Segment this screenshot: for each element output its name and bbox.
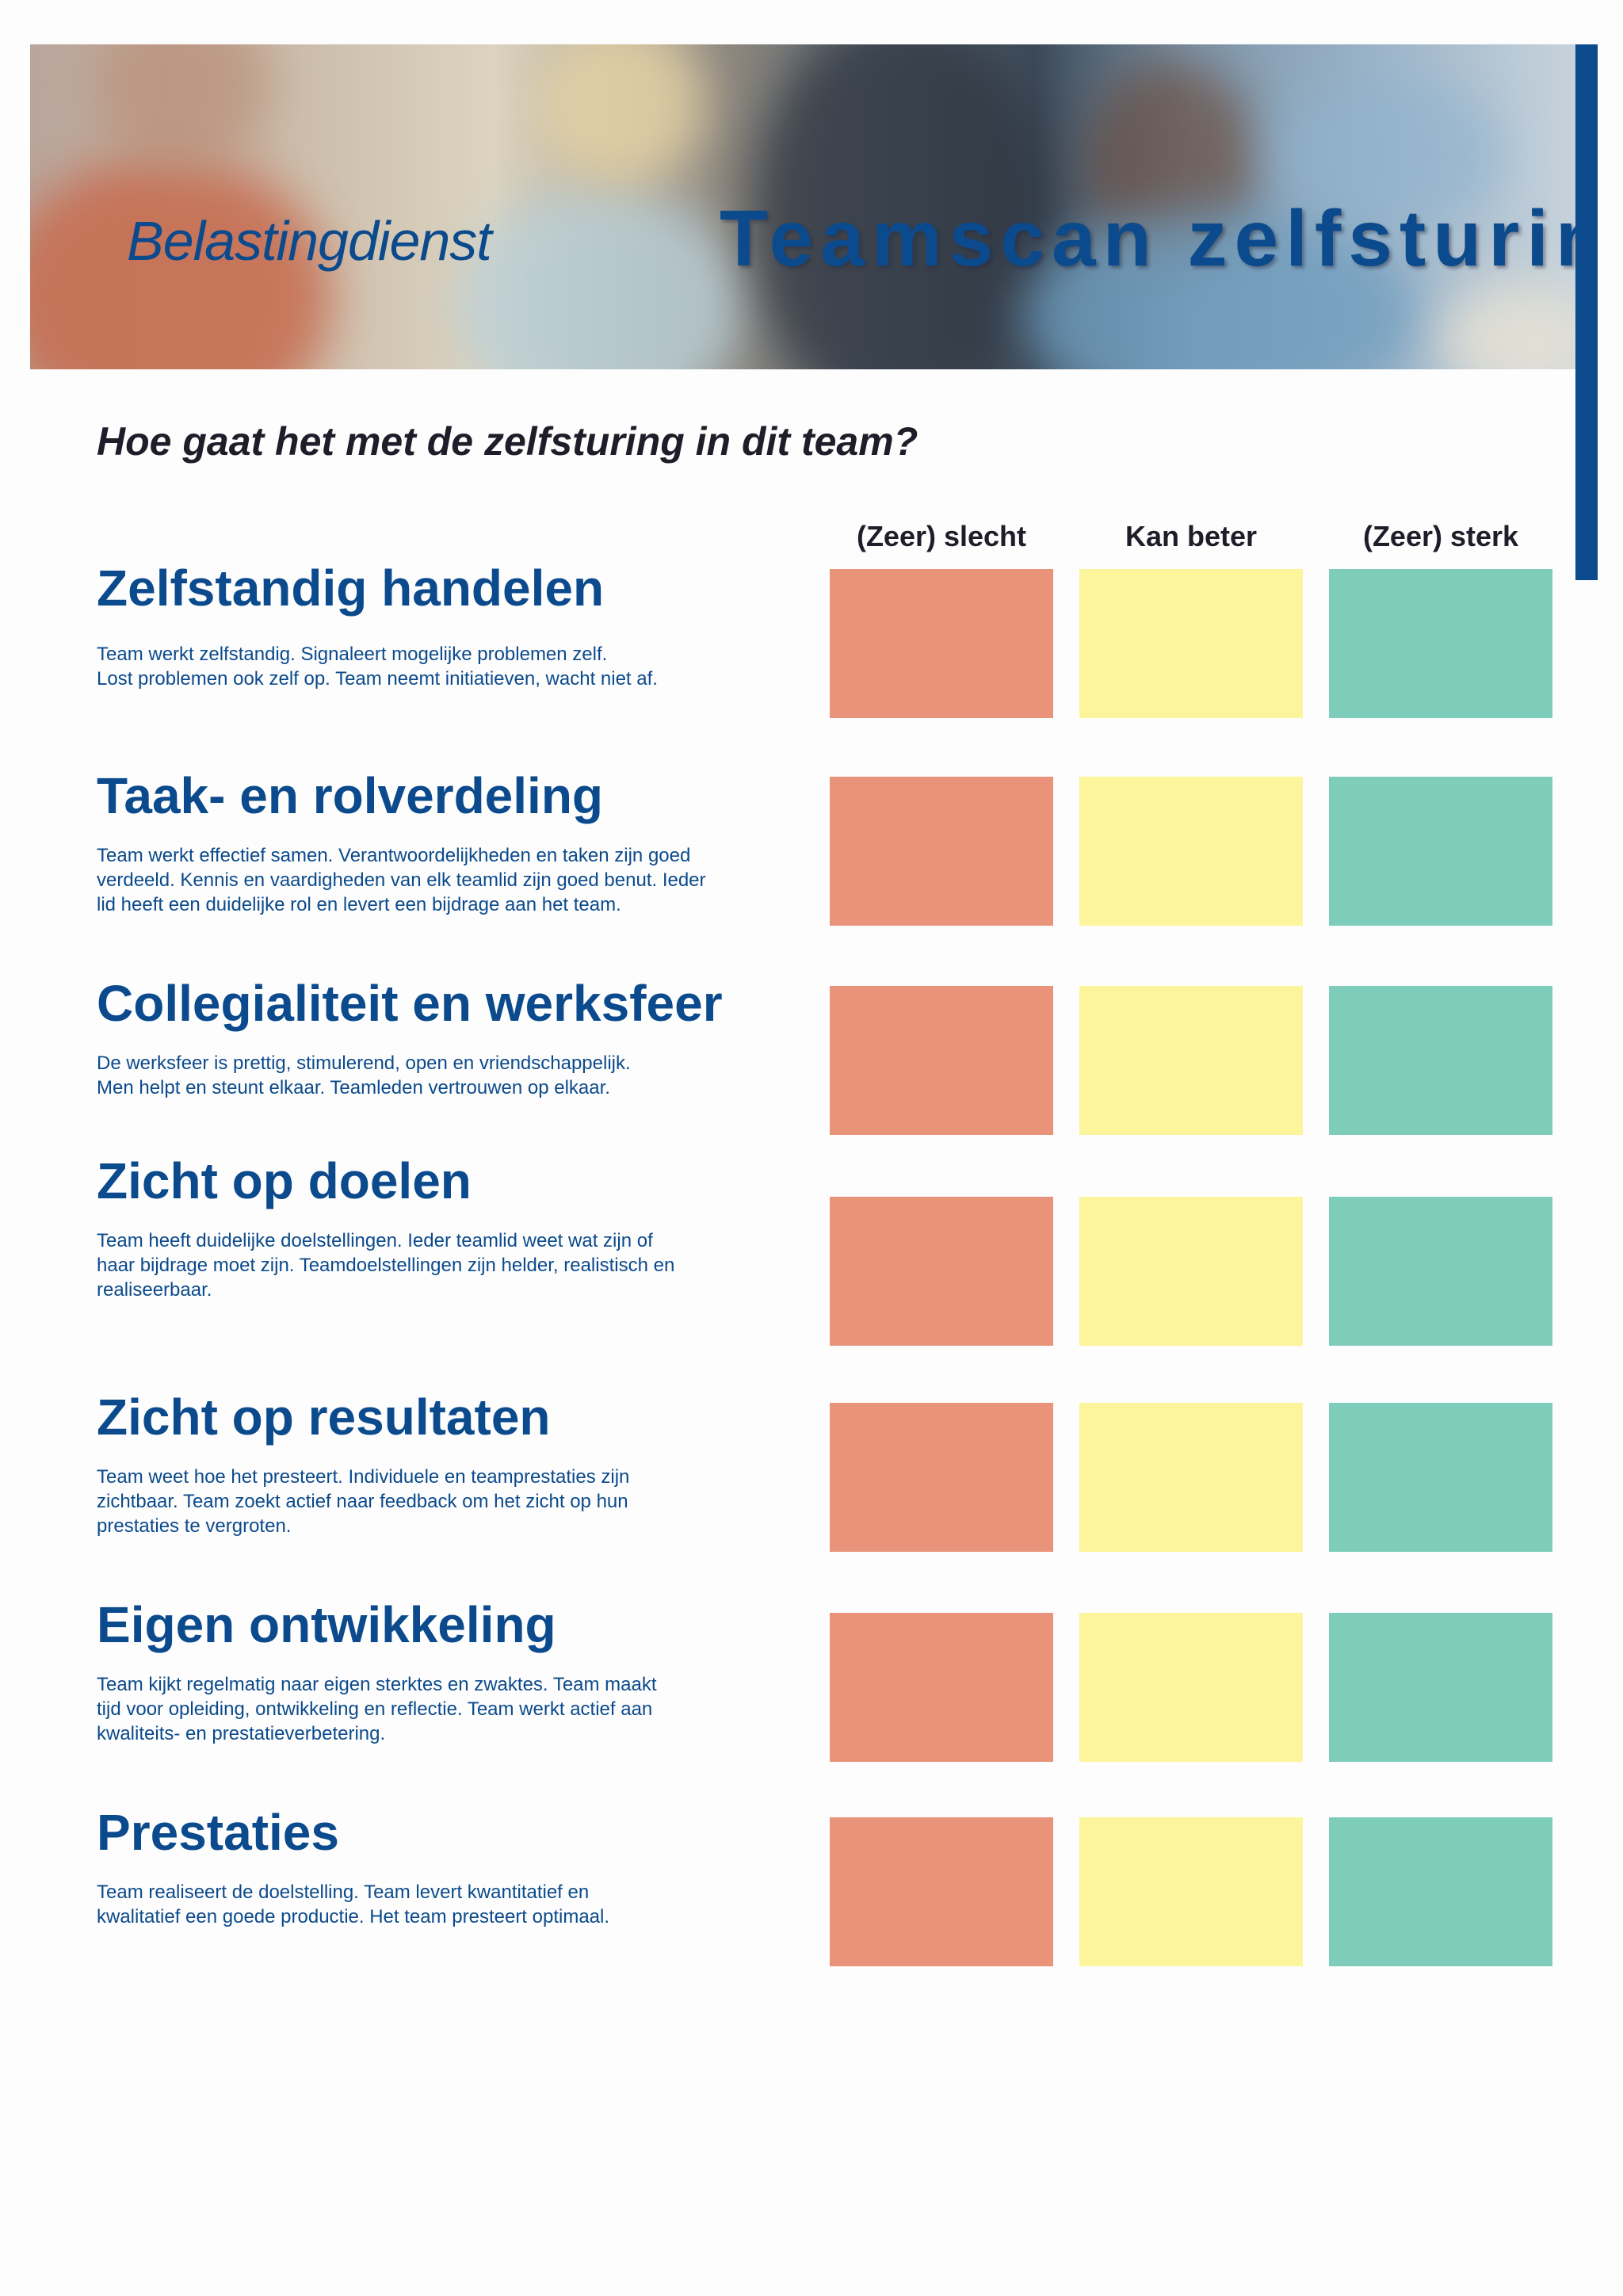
- rating-box-sterk[interactable]: [1329, 986, 1552, 1135]
- rating-box-sterk[interactable]: [1329, 1197, 1552, 1346]
- section-title: Eigen ontwikkeling: [97, 1596, 556, 1653]
- rating-box-sterk[interactable]: [1329, 777, 1552, 926]
- section-title: Taak- en rolverdeling: [97, 767, 603, 824]
- page-title: Teamscan zelfsturing: [720, 194, 1577, 283]
- question-heading: Hoe gaat het met de zelfsturing in dit t…: [97, 419, 918, 464]
- rating-box-slecht[interactable]: [830, 777, 1053, 926]
- section-prestaties: Prestaties Team realiseert de doelstelli…: [97, 1807, 810, 1929]
- section-description: Team realiseert de doelstelling. Team le…: [97, 1881, 610, 1927]
- rating-box-slecht[interactable]: [830, 569, 1053, 718]
- rating-box-slecht[interactable]: [830, 1817, 1053, 1966]
- section-description: Team kijkt regelmatig naar eigen sterkte…: [97, 1674, 657, 1744]
- rating-box-sterk[interactable]: [1329, 569, 1552, 718]
- section-zelfstandig-handelen: Zelfstandig handelen Team werkt zelfstan…: [97, 563, 810, 691]
- rating-box-slecht[interactable]: [830, 1613, 1053, 1762]
- accent-bar: [1575, 44, 1598, 580]
- rating-box-kan-beter[interactable]: [1079, 1403, 1303, 1552]
- brand-logo-text: Belastingdienst: [127, 210, 492, 272]
- section-description: De werksfeer is prettig, stimulerend, op…: [97, 1052, 631, 1098]
- column-header-slecht: (Zeer) slecht: [856, 520, 1027, 552]
- header-banner-photo: Belastingdienst Teamscan zelfsturing: [30, 44, 1577, 369]
- rating-box-sterk[interactable]: [1329, 1403, 1552, 1552]
- column-header-sterk: (Zeer) sterk: [1362, 520, 1519, 552]
- section-taak-en-rolverdeling: Taak- en rolverdeling Team werkt effecti…: [97, 770, 810, 917]
- rating-box-kan-beter[interactable]: [1079, 986, 1303, 1135]
- rating-box-sterk[interactable]: [1329, 1613, 1552, 1762]
- section-description: Team weet hoe het presteert. Individuele…: [97, 1466, 630, 1537]
- rating-box-slecht[interactable]: [830, 1197, 1053, 1346]
- rating-box-kan-beter[interactable]: [1079, 569, 1303, 718]
- rating-box-kan-beter[interactable]: [1079, 1197, 1303, 1346]
- section-zicht-op-resultaten: Zicht op resultaten Team weet hoe het pr…: [97, 1392, 810, 1538]
- section-description: Team werkt effectief samen. Verantwoorde…: [97, 845, 706, 915]
- section-collegialiteit-en-werksfeer: Collegialiteit en werksfeer De werksfeer…: [97, 978, 810, 1100]
- column-header-kan-beter: Kan beter: [1125, 520, 1258, 552]
- section-description: Team heeft duidelijke doelstellingen. Ie…: [97, 1230, 675, 1301]
- rating-box-slecht[interactable]: [830, 986, 1053, 1135]
- rating-box-kan-beter[interactable]: [1079, 777, 1303, 926]
- section-title: Zicht op resultaten: [97, 1389, 551, 1446]
- rating-box-kan-beter[interactable]: [1079, 1613, 1303, 1762]
- rating-box-slecht[interactable]: [830, 1403, 1053, 1552]
- section-eigen-ontwikkeling: Eigen ontwikkeling Team kijkt regelmatig…: [97, 1599, 810, 1746]
- section-title: Zicht op doelen: [97, 1152, 472, 1209]
- section-description: Team werkt zelfstandig. Signaleert mogel…: [97, 644, 658, 690]
- section-title: Collegialiteit en werksfeer: [97, 975, 723, 1032]
- section-title: Prestaties: [97, 1804, 339, 1861]
- rating-box-sterk[interactable]: [1329, 1817, 1552, 1966]
- section-zicht-op-doelen: Zicht op doelen Team heeft duidelijke do…: [97, 1156, 810, 1302]
- section-title: Zelfstandig handelen: [97, 560, 605, 617]
- rating-box-kan-beter[interactable]: [1079, 1817, 1303, 1966]
